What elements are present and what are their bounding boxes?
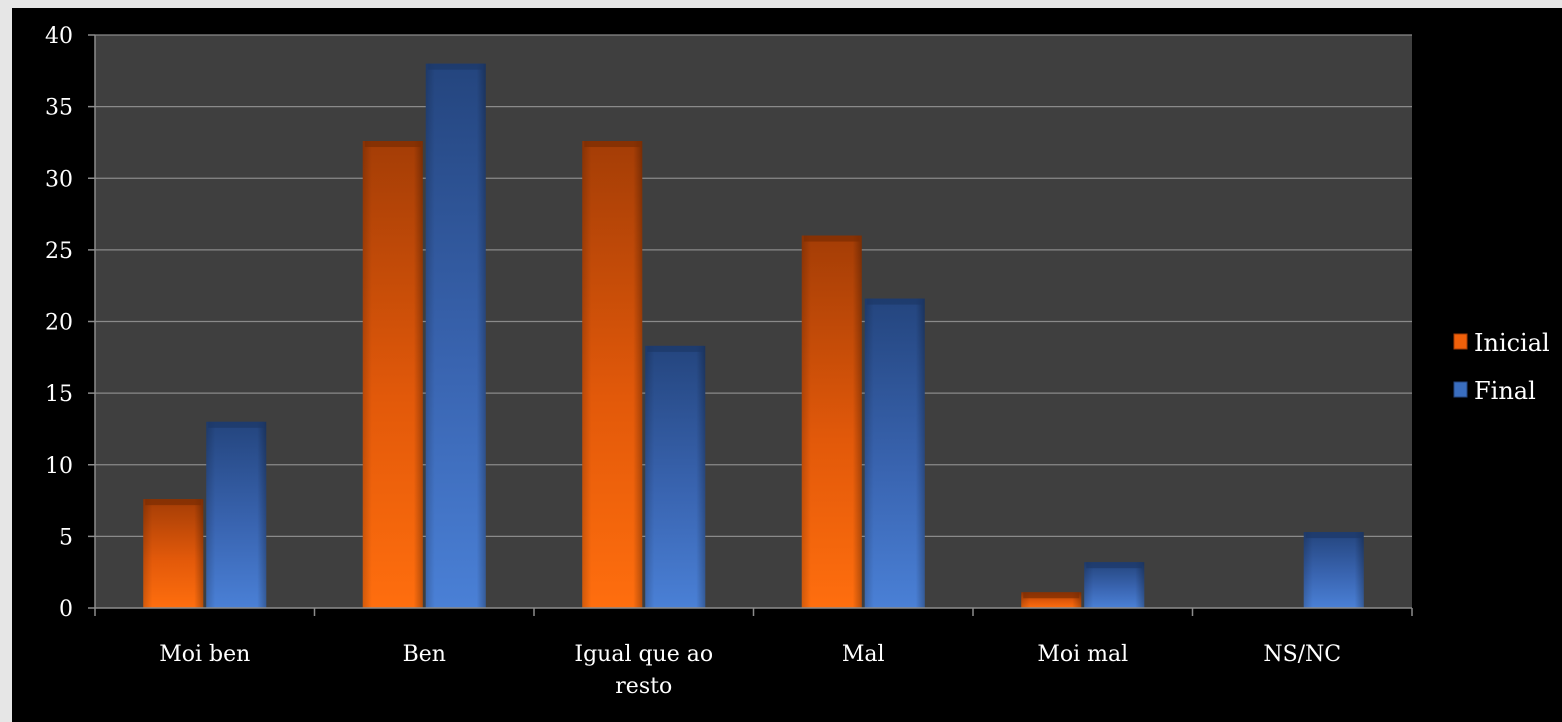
chart-frame: 0 5 10 15 20 25 30 35 40 Moi ben Ben Igual que ao r… [12, 8, 1562, 722]
x-tick-label-line: Moi ben [159, 642, 250, 667]
y-tick-label: 10 [45, 454, 73, 479]
x-tick-label-line: Moi mal [1037, 642, 1128, 667]
y-tick-label: 25 [45, 239, 73, 264]
x-tick-label-line: Igual que ao [574, 642, 713, 667]
bar-top-edge [1086, 562, 1143, 569]
bar-shade [425, 63, 486, 608]
bar-top-edge [647, 345, 704, 352]
y-tick-label: 30 [45, 167, 73, 192]
x-tick-labels: Moi ben Ben Igual que ao resto Mal Moi mal NS/… [94, 608, 1413, 699]
legend-item-inicial: Inicial [1453, 329, 1550, 357]
legend-label: Final [1474, 377, 1536, 405]
bar-top-edge [866, 298, 923, 305]
x-tick-label: Ben [403, 642, 446, 667]
y-tick-label: 40 [45, 24, 73, 49]
y-tick-label: 20 [45, 311, 73, 336]
bar-final [1084, 562, 1145, 608]
bar-shade [864, 298, 925, 608]
y-tick-label: 35 [45, 96, 73, 121]
bar-shade [582, 141, 643, 608]
bar-top-edge [1023, 592, 1080, 599]
bar-final [1303, 532, 1364, 608]
y-tick-label: 5 [59, 525, 73, 550]
bar-final [206, 421, 267, 608]
x-tick-label-line: Ben [403, 642, 446, 667]
bar-final [425, 63, 486, 608]
bar-top-edge [584, 141, 641, 148]
bar-inicial [362, 141, 423, 608]
bar-top-edge [427, 63, 484, 70]
bar-shade [1303, 532, 1364, 608]
bars [143, 63, 1364, 609]
bar-final [864, 298, 925, 608]
bar-shade [1084, 562, 1145, 608]
x-tick-label: Moi ben [159, 642, 250, 667]
y-tick-label: 0 [59, 597, 73, 622]
x-tick-label: Igual que ao resto [574, 642, 713, 699]
bar-shade [645, 345, 706, 608]
bar-inicial [582, 141, 643, 608]
bar-final [645, 345, 706, 608]
bar-shade [206, 421, 267, 608]
bar-top-edge [208, 421, 265, 428]
x-tick-label-line: NS/NC [1263, 642, 1341, 667]
bar-chart: 0 5 10 15 20 25 30 35 40 Moi ben Ben Igual que ao r… [45, 24, 1550, 699]
x-tick-label: Moi mal [1037, 642, 1128, 667]
legend: Inicial Final [1453, 329, 1550, 405]
x-tick-label-line: resto [615, 674, 672, 699]
bar-top-edge [1305, 532, 1362, 539]
bar-shade [143, 499, 204, 608]
gridlines [88, 34, 1412, 609]
bar-top-edge [803, 235, 860, 242]
x-tick-label: Mal [842, 642, 885, 667]
x-tick-label: NS/NC [1263, 642, 1341, 667]
bar-inicial [801, 235, 862, 609]
legend-swatch [1453, 333, 1468, 350]
bar-inicial [143, 499, 204, 608]
legend-swatch [1453, 381, 1468, 398]
legend-item-final: Final [1453, 377, 1536, 405]
bar-top-edge [145, 499, 202, 506]
x-tick-label-line: Mal [842, 642, 885, 667]
bar-inicial [1021, 592, 1082, 608]
bar-shade [362, 141, 423, 608]
bar-shade [801, 235, 862, 609]
y-tick-label: 15 [45, 382, 73, 407]
bar-top-edge [364, 141, 421, 148]
y-tick-labels: 0 5 10 15 20 25 30 35 40 [45, 24, 73, 622]
legend-label: Inicial [1474, 329, 1550, 357]
